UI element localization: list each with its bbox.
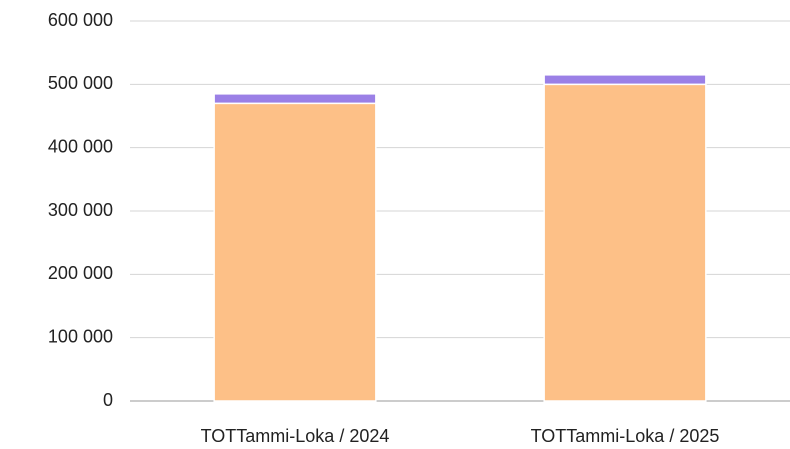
- y-tick-label: 400 000: [48, 136, 113, 156]
- x-tick-label: TOTTammi-Loka / 2025: [531, 426, 720, 446]
- y-tick-label: 300 000: [48, 200, 113, 220]
- y-tick-label: 0: [103, 390, 113, 410]
- y-tick-label: 200 000: [48, 263, 113, 283]
- bar-segment: [213, 93, 377, 105]
- bar-segment: [543, 74, 707, 86]
- bar-segment: [543, 83, 707, 402]
- y-tick-label: 500 000: [48, 73, 113, 93]
- y-tick-label: 600 000: [48, 10, 113, 30]
- x-tick-label: TOTTammi-Loka / 2024: [201, 426, 390, 446]
- bar-segment: [213, 102, 377, 402]
- y-tick-label: 100 000: [48, 326, 113, 346]
